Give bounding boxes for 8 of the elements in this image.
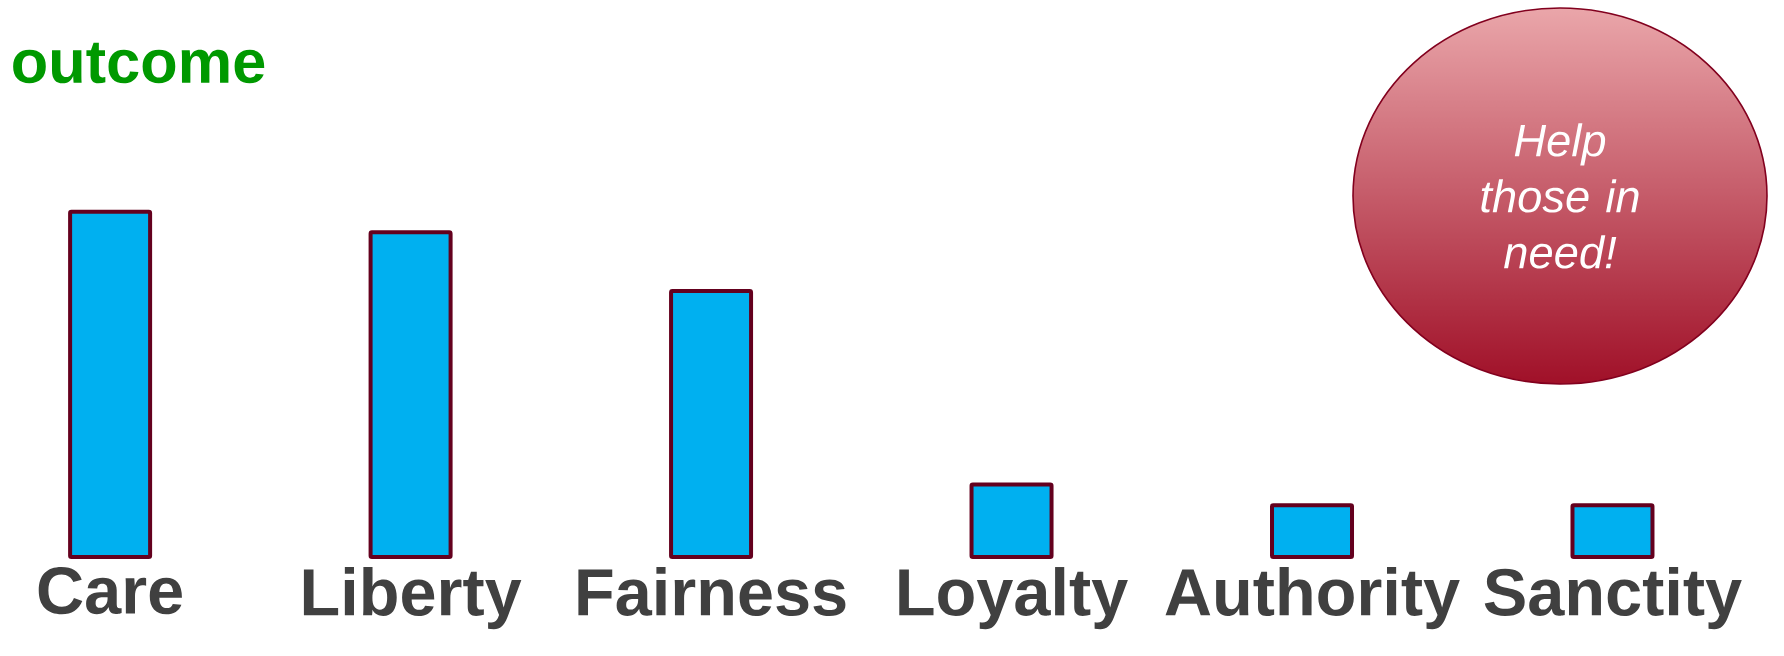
x-tick-label: Liberty xyxy=(303,567,522,630)
x-tick-label: Loyalty xyxy=(899,567,1128,630)
annotation: Help those in need! xyxy=(1481,123,1639,269)
x-tick-label: Sanctity xyxy=(1484,567,1742,630)
x-tick-label: Care xyxy=(38,567,182,615)
x-tick-label: Authority xyxy=(1165,567,1460,630)
chart-title: outcome xyxy=(13,42,265,84)
x-tick-label: Fairness xyxy=(578,567,846,616)
